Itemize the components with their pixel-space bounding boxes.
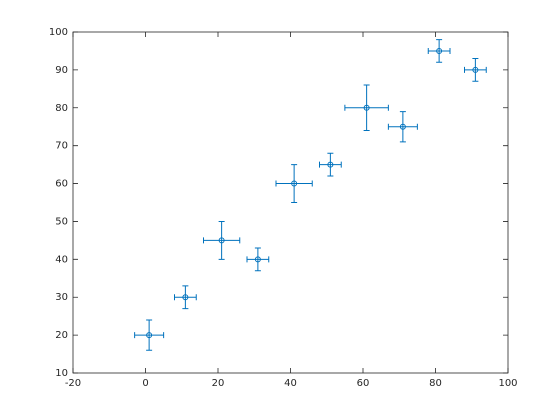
y-tick-label: 10 — [55, 368, 68, 379]
x-error-bar — [134, 332, 165, 339]
x-tick-label: -20 — [65, 378, 81, 389]
marker — [254, 256, 261, 263]
y-tick-label: 40 — [55, 254, 68, 265]
x-tick-label: 100 — [498, 378, 517, 389]
x-error-bar — [319, 161, 342, 168]
marker — [472, 66, 479, 73]
y-tick-label: 20 — [55, 330, 68, 341]
x-error-bar — [174, 294, 197, 301]
marker — [363, 104, 370, 111]
x-error-bar — [275, 180, 313, 187]
marker — [291, 180, 298, 187]
x-tick-label: 60 — [357, 378, 370, 389]
y-tick-label: 60 — [55, 179, 68, 190]
x-error-bar — [246, 256, 270, 263]
marker — [218, 237, 225, 244]
x-error-bar — [344, 104, 389, 111]
marker — [182, 294, 189, 301]
x-error-bar — [464, 66, 487, 73]
marker — [436, 47, 443, 54]
marker — [146, 332, 153, 339]
x-tick-label: 0 — [142, 378, 148, 389]
y-tick-label: 30 — [55, 292, 68, 303]
x-error-bar — [427, 47, 451, 54]
y-tick-label: 80 — [55, 103, 68, 114]
y-tick-label: 70 — [55, 141, 68, 152]
marker — [399, 123, 406, 130]
x-tick-label: 40 — [284, 378, 297, 389]
y-tick-label: 50 — [55, 216, 68, 227]
plot-box — [72, 31, 509, 374]
y-tick-label: 100 — [49, 27, 68, 38]
x-tick-label: 20 — [212, 378, 225, 389]
x-tick-label: 80 — [429, 378, 442, 389]
marker — [327, 161, 334, 168]
x-error-bar — [387, 123, 418, 130]
x-error-bar — [203, 237, 241, 244]
y-tick-label: 90 — [55, 65, 68, 76]
